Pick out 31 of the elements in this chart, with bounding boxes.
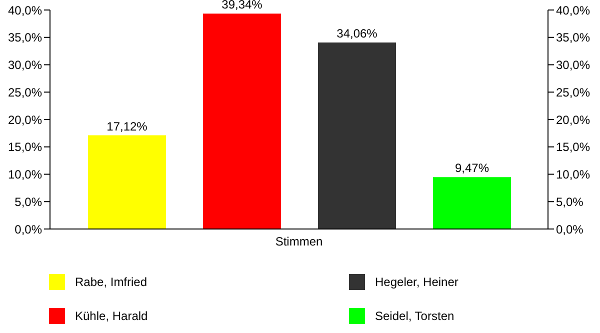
data-label: 39,34% — [222, 0, 263, 12]
bar — [433, 177, 511, 229]
data-label: 9,47% — [454, 161, 490, 176]
data-label: 34,06% — [336, 26, 378, 41]
legend-label: Kühle, Harald — [75, 309, 148, 323]
text: 0,0% — [556, 222, 584, 236]
bar — [203, 14, 281, 229]
text: 40,0% — [556, 3, 590, 18]
legend-label: Rabe, Imfried — [75, 275, 148, 289]
text: 5,0% — [556, 194, 584, 209]
y-tick-label: 15,0% — [8, 140, 42, 154]
text: 25,0% — [556, 85, 590, 100]
y-tick-label: 10,0% — [8, 168, 42, 182]
text: 15,0% — [556, 140, 590, 154]
y-tick-label: 35,0% — [8, 30, 42, 45]
text: 20,0% — [556, 112, 590, 127]
text: 35,0% — [556, 30, 590, 45]
bar — [88, 135, 166, 229]
data-label: 17,12% — [106, 119, 148, 134]
text: 10,0% — [556, 168, 590, 182]
y-tick-label: 25,0% — [8, 85, 42, 100]
y-tick-label: 40,0% — [8, 3, 42, 18]
y-tick-label: 0,0% — [14, 222, 42, 236]
text: 30,0% — [556, 58, 590, 72]
y-tick-label: 20,0% — [8, 112, 42, 127]
y-tick-label: 30,0% — [8, 58, 42, 72]
bar — [318, 42, 396, 229]
legend-label: Seidel, Torsten — [375, 309, 454, 323]
x-tick-label: Stimmen — [275, 234, 323, 249]
legend-label: Hegeler, Heiner — [375, 275, 458, 289]
y-tick-label: 5,0% — [14, 194, 42, 209]
